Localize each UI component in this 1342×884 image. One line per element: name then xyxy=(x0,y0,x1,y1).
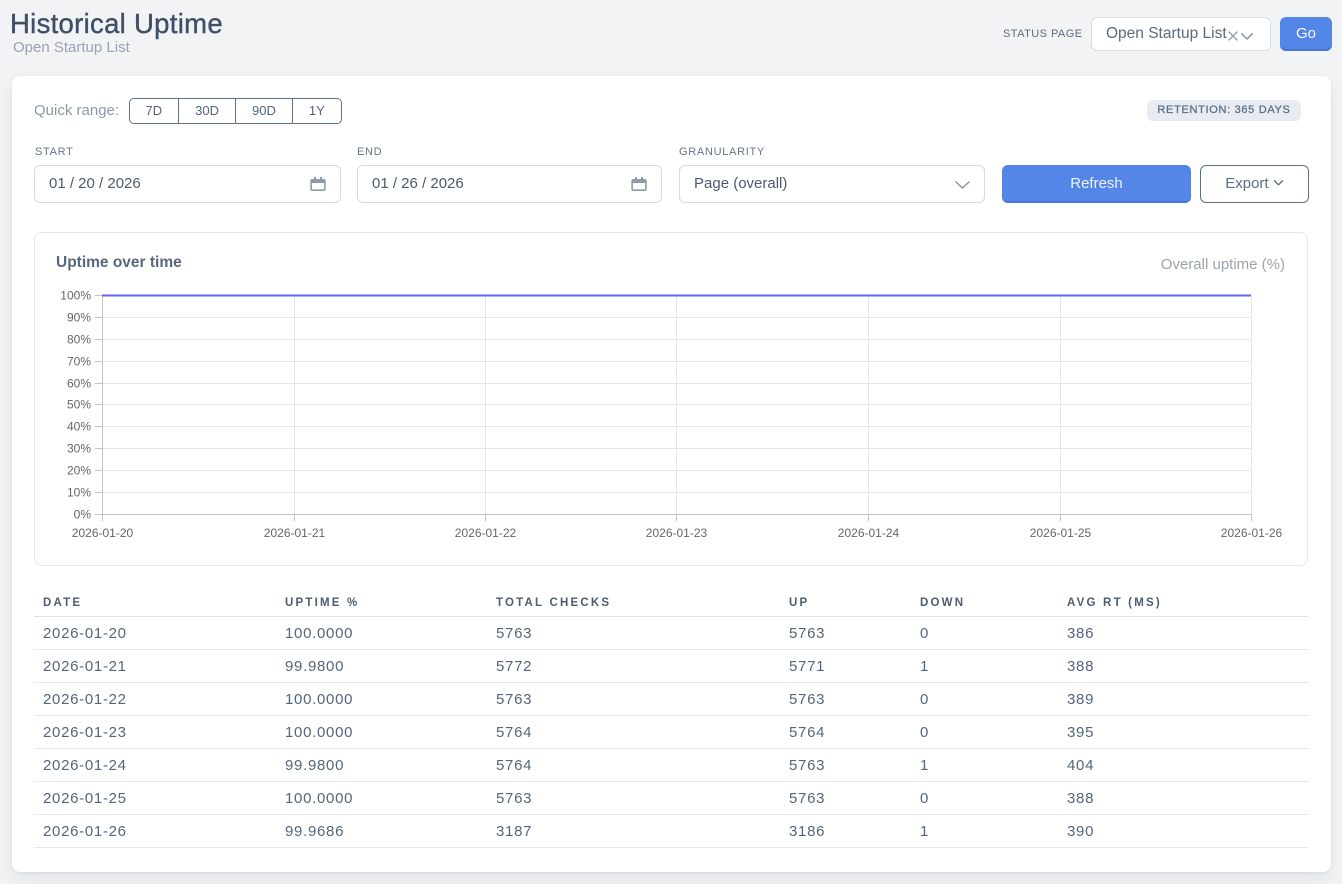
svg-text:2026-01-25: 2026-01-25 xyxy=(1030,526,1092,540)
svg-text:70%: 70% xyxy=(67,355,91,369)
svg-text:40%: 40% xyxy=(67,420,91,434)
svg-text:2026-01-24: 2026-01-24 xyxy=(838,526,900,540)
svg-text:30%: 30% xyxy=(67,442,91,456)
svg-text:2026-01-22: 2026-01-22 xyxy=(455,526,517,540)
svg-text:0%: 0% xyxy=(74,508,92,522)
svg-text:2026-01-21: 2026-01-21 xyxy=(264,526,326,540)
svg-text:90%: 90% xyxy=(67,311,91,325)
svg-text:20%: 20% xyxy=(67,464,91,478)
svg-text:2026-01-23: 2026-01-23 xyxy=(646,526,708,540)
svg-text:2026-01-26: 2026-01-26 xyxy=(1221,526,1283,540)
svg-text:10%: 10% xyxy=(67,486,91,500)
svg-text:100%: 100% xyxy=(60,289,91,303)
svg-text:50%: 50% xyxy=(67,398,91,412)
svg-text:80%: 80% xyxy=(67,333,91,347)
svg-text:2026-01-20: 2026-01-20 xyxy=(72,526,134,540)
svg-text:60%: 60% xyxy=(67,377,91,391)
